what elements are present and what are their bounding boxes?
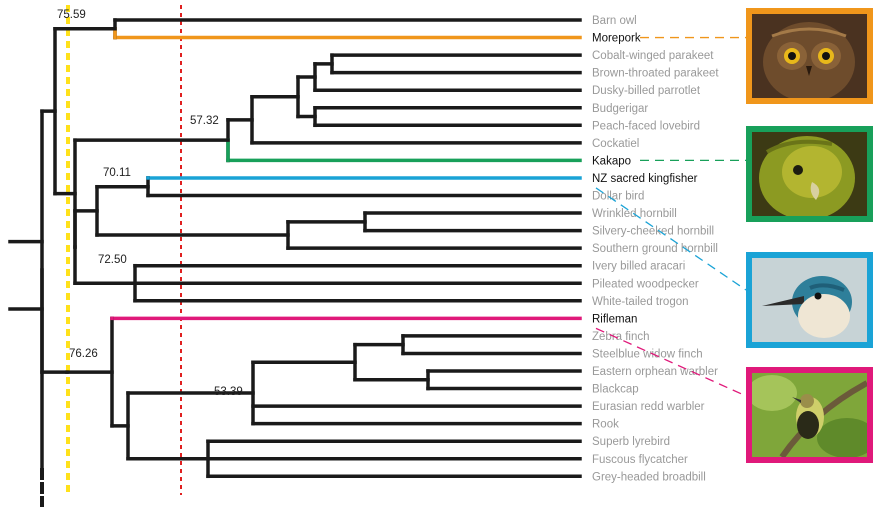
leaf-label: Blackcap	[592, 384, 639, 396]
leaf-label: Barn owl	[592, 15, 637, 27]
leaf-label: Ivery billed aracari	[592, 261, 685, 273]
leaf-label: Superb lyrebird	[592, 436, 670, 448]
kakapo-photo	[746, 126, 873, 222]
leaf-label: Peach-faced lovebird	[592, 120, 700, 132]
leaf-label: Dusky-billed parrotlet	[592, 85, 701, 97]
leaf-label: Grey-headed broadbill	[592, 471, 706, 483]
photo-connectors	[595, 36, 747, 397]
leaf-label: Southern ground hornbill	[592, 243, 718, 255]
leaf-label: Cobalt-winged parakeet	[592, 50, 714, 62]
leaf-label: Steelblue widow finch	[592, 348, 703, 360]
kingfisher-image	[752, 258, 867, 342]
leaf-label: Silvery-cheeked hornbill	[592, 226, 714, 238]
leaf-label: Fuscous flycatcher	[592, 454, 688, 466]
leaf-label: Zebra finch	[592, 331, 650, 343]
leaf-label: Kakapo	[592, 155, 631, 167]
leaf-label: Morepork	[592, 33, 641, 45]
rifleman-photo	[746, 367, 873, 463]
leaf-label: Pileated woodpecker	[592, 278, 699, 290]
node-age-label: 57.32	[190, 115, 219, 127]
photo-connector-line	[595, 187, 747, 291]
small-bird-image	[752, 373, 867, 457]
parrot-image	[752, 132, 867, 216]
node-age-label: 53.39	[214, 386, 243, 398]
leaf-label: White-tailed trogon	[592, 296, 689, 308]
morepork-photo	[746, 8, 873, 104]
leaf-label: Cockatiel	[592, 138, 639, 150]
leaf-label: Eastern orphean warbler	[592, 366, 718, 378]
node-age-label: 72.50	[98, 254, 127, 266]
leaf-label: Brown-throated parakeet	[592, 68, 719, 80]
node-age-label: 70.11	[103, 167, 131, 179]
owl-image	[752, 14, 867, 98]
node-age-label: 75.59	[57, 9, 86, 21]
leaf-label: NZ sacred kingfisher	[592, 173, 698, 185]
photo-connector-line	[595, 327, 747, 397]
tree-branches	[8, 18, 582, 507]
leaf-label: Dollar bird	[592, 191, 644, 203]
leaf-label: Rook	[592, 419, 619, 431]
leaf-label: Rifleman	[592, 313, 637, 325]
node-labels: 75.59 57.32 70.11 72.50 76.26 53.39	[57, 9, 243, 398]
node-age-label: 76.26	[69, 348, 98, 360]
leaf-label: Budgerigar	[592, 103, 648, 115]
kingfisher-photo	[746, 252, 873, 348]
leaf-label: Eurasian redd warbler	[592, 401, 705, 413]
leaf-labels: Barn owl Morepork Cobalt-winged parakeet Br…	[592, 15, 719, 483]
